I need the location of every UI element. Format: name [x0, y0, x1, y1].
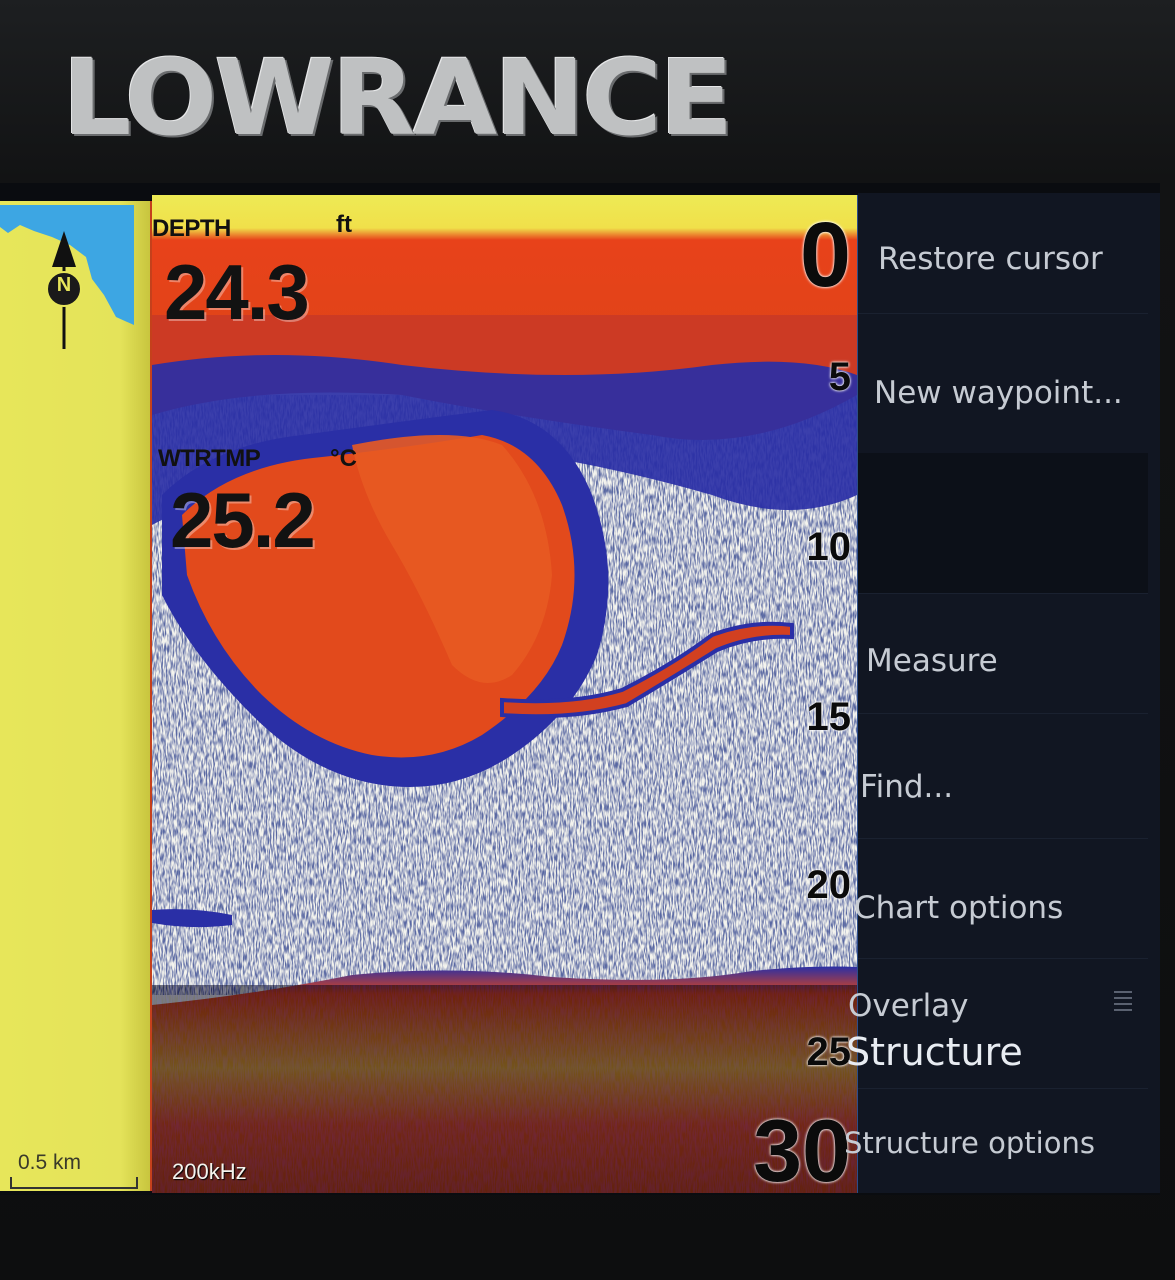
frequency-label: 200kHz [172, 1159, 247, 1184]
depth-tick-20: 20 [806, 863, 852, 907]
chart-water-area [0, 205, 134, 325]
scale-label: 0.5 km [18, 1151, 82, 1174]
menu-item-label: Find... [860, 769, 954, 805]
depth-tick-15: 15 [806, 695, 852, 739]
depth-tick-5: 5 [828, 355, 851, 399]
menu-empty-slot [858, 453, 1148, 594]
menu-item-chart-options[interactable]: Chart options [854, 838, 1148, 959]
menu-item-structure-options[interactable]: Structure options [844, 1088, 1148, 1193]
water-temp-unit: °C [330, 445, 357, 472]
overlay-value: Structure [846, 1030, 1023, 1074]
map-scale: 0.5 km [6, 1151, 138, 1191]
menu-item-measure[interactable]: Measure [858, 593, 1148, 714]
depth-tick-30: 30 [753, 1101, 851, 1193]
water-temp-label: WTRTMP [158, 445, 261, 472]
menu-item-label: Measure [866, 643, 998, 679]
sonar-pane[interactable]: DEPTH ft 24.3 WTRTMP °C 25.2 0 5 10 15 2… [152, 195, 860, 1193]
menu-item-find[interactable]: Find... [858, 713, 1148, 839]
water-temp-value: 25.2 [170, 476, 316, 564]
depth-value: 24.3 [164, 248, 310, 336]
depth-unit: ft [336, 211, 352, 238]
north-label: N [56, 274, 72, 296]
menu-item-label: Chart options [854, 890, 1064, 926]
depth-tick-0: 0 [799, 204, 851, 306]
menu-item-label: New waypoint... [874, 375, 1123, 411]
context-menu: Restore cursor New waypoint... Measure F… [844, 193, 1160, 1193]
scale-bar [10, 1177, 138, 1189]
menu-item-new-waypoint[interactable]: New waypoint... [858, 313, 1148, 454]
menu-item-label: Structure options [844, 1126, 1095, 1160]
menu-item-restore-cursor[interactable]: Restore cursor [858, 193, 1148, 314]
depth-label: DEPTH [152, 215, 231, 242]
menu-item-label: Overlay [848, 988, 969, 1024]
brand-logo: LOWRANCE [62, 37, 734, 159]
menu-item-overlay[interactable]: Overlay Structure [846, 958, 1148, 1089]
chart-pane[interactable]: N 0.5 km [0, 201, 153, 1191]
north-arrow-icon [46, 231, 82, 349]
display-screen: N 0.5 km [0, 183, 1160, 1195]
depth-tick-10: 10 [806, 525, 852, 569]
sonar-echogram [152, 195, 857, 1193]
depth-tick-25: 25 [806, 1030, 852, 1074]
menu-item-label: Restore cursor [878, 241, 1103, 277]
drag-handle-icon[interactable] [1112, 986, 1134, 1018]
